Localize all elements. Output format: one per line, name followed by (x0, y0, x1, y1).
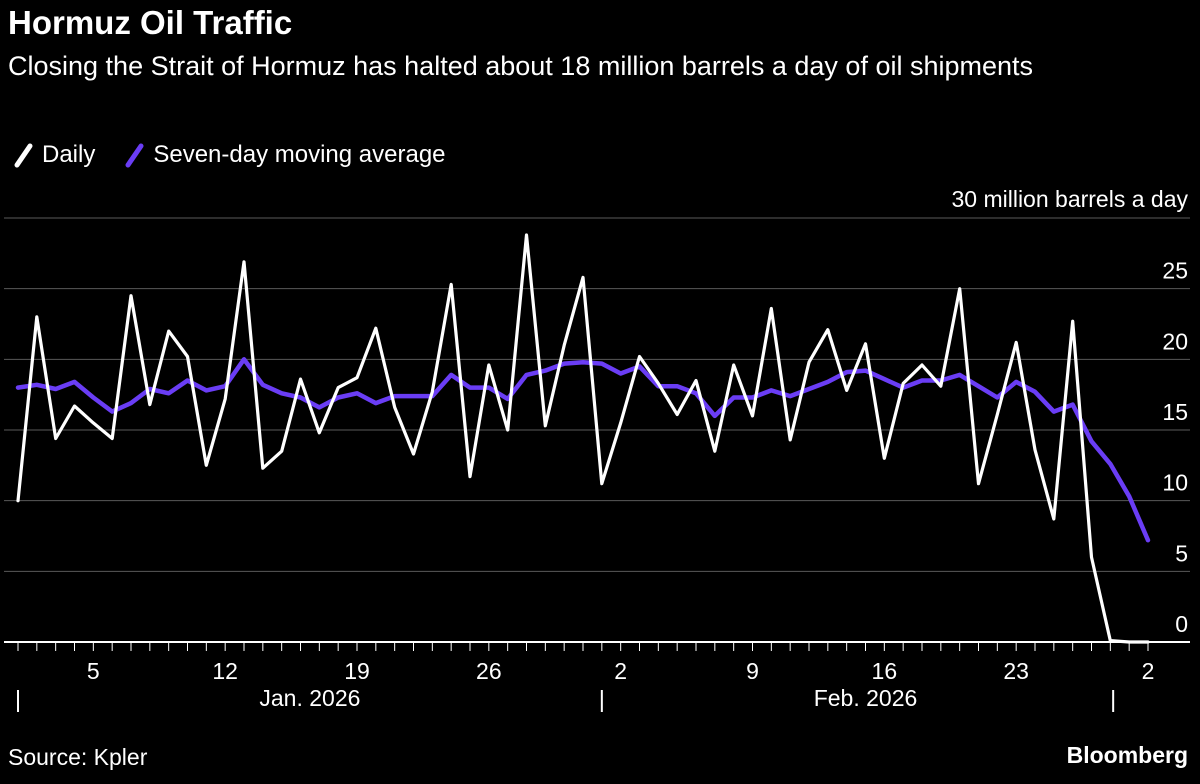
legend-label-daily: Daily (42, 141, 96, 168)
y-tick-label-5: 5 (1175, 540, 1188, 566)
x-tick-label-2026-02-09: 9 (746, 658, 759, 684)
x-tick-label-2026-03-02: 2 (1142, 658, 1155, 684)
x-tick-label-2026-01-12: 12 (212, 658, 238, 684)
source-note: Source: Kpler (8, 744, 148, 770)
y-tick-label-25: 25 (1162, 258, 1188, 284)
legend-label-moving-average: Seven-day moving average (153, 141, 446, 168)
x-tick-label-2026-02-02: 2 (614, 658, 627, 684)
series-line-moving-average (15, 357, 1151, 543)
month-label-0: Jan. 2026 (259, 685, 360, 711)
x-tick-label-2026-01-05: 5 (87, 658, 100, 684)
axis-layer: 0 5 10 15 20 25 5 12 19 26 2 9 16 23 2 Jan. 2026 Feb. 20… (17, 258, 1188, 712)
y-tick-label-10: 10 (1162, 470, 1188, 496)
y-axis-unit-label: 30 million barrels a day (951, 186, 1188, 212)
legend-swatch-daily (14, 143, 33, 168)
chart-subtitle: Closing the Strait of Hormuz has halted … (8, 51, 1034, 81)
legend-item-moving-average: Seven-day moving average (119, 140, 446, 170)
x-tick-label-2026-02-16: 16 (872, 658, 898, 684)
month-label-1: Feb. 2026 (814, 685, 918, 711)
y-tick-label-15: 15 (1162, 399, 1188, 425)
legend-item-daily: Daily (8, 140, 95, 170)
series-layer (15, 233, 1151, 644)
legend: Daily Seven-day moving average (8, 140, 470, 170)
x-tick-label-2026-01-19: 19 (344, 658, 370, 684)
chart-title: Hormuz Oil Traffic (8, 4, 293, 41)
legend-swatch-moving-average (125, 143, 144, 168)
series-line-daily (16, 233, 1150, 644)
brand-logo: Bloomberg (1066, 742, 1188, 768)
x-tick-label-2026-02-23: 23 (1003, 658, 1029, 684)
y-tick-label-20: 20 (1162, 328, 1188, 354)
y-tick-label-0: 0 (1175, 611, 1188, 637)
x-tick-label-2026-01-26: 26 (476, 658, 502, 684)
